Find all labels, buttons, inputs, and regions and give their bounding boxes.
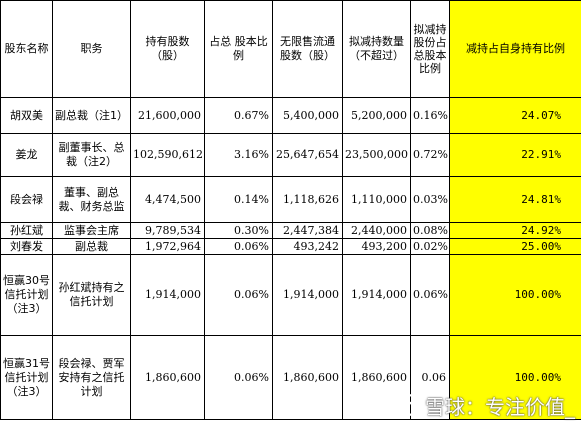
cell-unrestricted: 1,914,000	[272, 254, 343, 336]
cell-self-ratio: 22.91%	[449, 133, 581, 177]
cell-name: 恒赢31号信托计划（注3）	[0, 335, 53, 420]
cell-position: 孙红斌持有之信托计划	[52, 254, 131, 336]
cell-position: 副总裁	[52, 238, 131, 255]
cell-shares: 9,789,534	[130, 222, 205, 239]
header-unrestricted: 无限售流通股数（股）	[272, 0, 343, 98]
table-row: 恒赢31号信托计划（注3） 段会禄、贾军安持有之信托计划 1,860,600 0…	[0, 335, 581, 420]
cell-planned: 493,200	[342, 238, 411, 255]
cell-unrestricted: 25,647,654	[272, 133, 343, 177]
cell-self-ratio: 25.00%	[449, 238, 581, 255]
cell-self-ratio: 100.00%	[449, 254, 581, 336]
cell-unrestricted: 493,242	[272, 238, 343, 255]
cell-position: 段会禄、贾军安持有之信托计划	[52, 335, 131, 420]
cell-self-ratio: 100.00%	[449, 335, 581, 420]
cell-ratio: 0.06%	[204, 254, 273, 336]
cell-self-ratio: 24.92%	[449, 222, 581, 239]
header-self-ratio: 减持占自身持有比例	[449, 0, 581, 98]
cell-shares: 4,474,500	[130, 176, 205, 223]
cell-planned-ratio: 0.06	[410, 335, 450, 420]
cell-unrestricted: 1,118,626	[272, 176, 343, 223]
header-planned-ratio: 拟减持股份占总股本比例	[410, 0, 450, 98]
cell-planned-ratio: 0.72%	[410, 133, 450, 177]
cell-ratio: 0.14%	[204, 176, 273, 223]
cell-ratio: 0.06%	[204, 335, 273, 420]
table-row: 孙红斌 监事会主席 9,789,534 0.30% 2,447,384 2,44…	[0, 222, 581, 239]
watermark: 雪球：专注价值_	[396, 392, 575, 419]
cell-unrestricted: 1,860,600	[272, 335, 343, 420]
cell-self-ratio: 24.07%	[449, 97, 581, 134]
cell-planned: 1,860,600	[342, 335, 411, 420]
cell-planned: 2,440,000	[342, 222, 411, 239]
cell-unrestricted: 2,447,384	[272, 222, 343, 239]
cell-ratio: 0.30%	[204, 222, 273, 239]
cell-unrestricted: 5,400,000	[272, 97, 343, 134]
cell-name: 孙红斌	[0, 222, 53, 239]
header-position: 职务	[52, 0, 131, 98]
cell-ratio: 0.06%	[204, 238, 273, 255]
cell-planned-ratio: 0.08%	[410, 222, 450, 239]
cell-shares: 1,860,600	[130, 335, 205, 420]
header-planned: 拟减持数量（不超过）	[342, 0, 411, 98]
cell-planned-ratio: 0.02%	[410, 238, 450, 255]
cell-self-ratio: 24.81%	[449, 176, 581, 223]
cell-name: 胡双美	[0, 97, 53, 134]
watermark-text: 雪球：专注价值_	[425, 394, 575, 419]
cell-shares: 21,600,000	[130, 97, 205, 134]
cell-position: 监事会主席	[52, 222, 131, 239]
cell-ratio: 3.16%	[204, 133, 273, 177]
snowball-logo-icon	[396, 393, 420, 417]
cell-planned-ratio: 0.16%	[410, 97, 450, 134]
cell-shares: 102,590,612	[130, 133, 205, 177]
cell-ratio: 0.67%	[204, 97, 273, 134]
header-name: 股东名称	[0, 0, 53, 98]
cell-name: 姜龙	[0, 133, 53, 177]
cell-planned-ratio: 0.06%	[410, 254, 450, 336]
cell-name: 恒赢30号信托计划（注3）	[0, 254, 53, 336]
cell-shares: 1,972,964	[130, 238, 205, 255]
header-ratio: 占总 股本比例	[204, 0, 273, 98]
cell-planned-ratio: 0.03%	[410, 176, 450, 223]
cell-planned: 5,200,000	[342, 97, 411, 134]
table-row: 段会禄 董事、副总裁、财务总监 4,474,500 0.14% 1,118,62…	[0, 176, 581, 223]
table-row: 姜龙 副董事长、总裁（注2） 102,590,612 3.16% 25,647,…	[0, 133, 581, 177]
cell-name: 段会禄	[0, 176, 53, 223]
header-row: 股东名称 职务 持有股数（股） 占总 股本比例 无限售流通股数（股） 拟减持数量…	[0, 0, 581, 98]
cell-name: 刘春发	[0, 238, 53, 255]
header-shares: 持有股数（股）	[130, 0, 205, 98]
cell-planned: 1,914,000	[342, 254, 411, 336]
cell-shares: 1,914,000	[130, 254, 205, 336]
table-row: 刘春发 副总裁 1,972,964 0.06% 493,242 493,200 …	[0, 238, 581, 255]
cell-position: 董事、副总裁、财务总监	[52, 176, 131, 223]
cell-planned: 1,110,000	[342, 176, 411, 223]
cell-position: 副总裁（注1）	[52, 97, 131, 134]
cell-planned: 23,500,000	[342, 133, 411, 177]
table-row: 胡双美 副总裁（注1） 21,600,000 0.67% 5,400,000 5…	[0, 97, 581, 134]
table-row: 恒赢30号信托计划（注3） 孙红斌持有之信托计划 1,914,000 0.06%…	[0, 254, 581, 336]
cell-position: 副董事长、总裁（注2）	[52, 133, 131, 177]
